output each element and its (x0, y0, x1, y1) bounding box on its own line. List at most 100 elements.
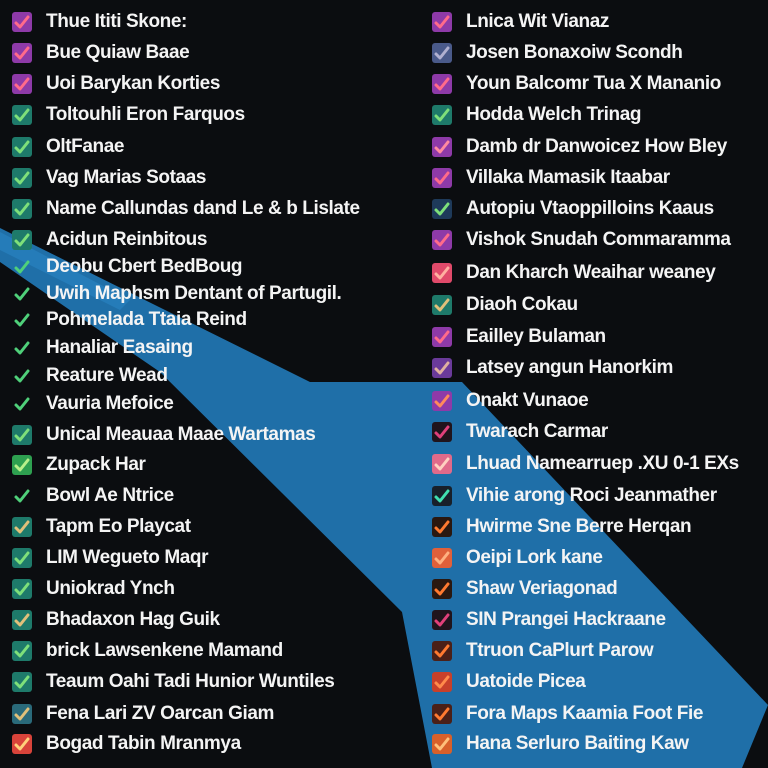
checklist-item[interactable]: Shaw Veriagonad (432, 577, 618, 601)
checklist-item[interactable]: Reature Wead (12, 364, 168, 388)
checklist-item-label: Damb dr Danwoicez How Bley (466, 136, 727, 157)
checkbox-checked-icon[interactable] (432, 295, 452, 315)
checkbox-checked-icon[interactable] (432, 579, 452, 599)
checkbox-checked-icon[interactable] (12, 734, 32, 754)
checklist-item[interactable]: Hwirme Sne Berre Herqan (432, 515, 692, 539)
checkbox-checked-icon[interactable] (12, 12, 32, 32)
checklist-item[interactable]: Vauria Mefoice (12, 392, 174, 416)
checkbox-checked-icon[interactable] (432, 358, 452, 378)
checklist-item[interactable]: Latsey angun Hanorkim (432, 356, 673, 380)
checkbox-checked-icon[interactable] (12, 548, 32, 568)
checkbox-checked-icon[interactable] (432, 454, 452, 474)
checklist-item[interactable]: Zupack Har (12, 453, 146, 477)
checkbox-checked-icon[interactable] (432, 734, 452, 754)
checkbox-checked-icon[interactable] (12, 284, 32, 304)
checklist-item[interactable]: Onakt Vunaoe (432, 389, 589, 413)
checklist-item[interactable]: SIN Prangei Hackraane (432, 608, 666, 632)
checkbox-checked-icon[interactable] (432, 137, 452, 157)
checkbox-checked-icon[interactable] (12, 641, 32, 661)
checkbox-checked-icon[interactable] (432, 548, 452, 568)
checkbox-checked-icon[interactable] (432, 486, 452, 506)
checkbox-checked-icon[interactable] (12, 366, 32, 386)
checklist-item[interactable]: Eailley Bulaman (432, 325, 606, 349)
checkbox-checked-icon[interactable] (432, 230, 452, 250)
checkbox-checked-icon[interactable] (12, 74, 32, 94)
checklist-item[interactable]: Lnica Wit Vianaz (432, 10, 609, 34)
checkbox-checked-icon[interactable] (432, 704, 452, 724)
checklist-item[interactable]: Youn Balcomr Tua X Mananio (432, 72, 721, 96)
checkbox-checked-icon[interactable] (12, 455, 32, 475)
checkbox-checked-icon[interactable] (432, 12, 452, 32)
checkbox-checked-icon[interactable] (432, 263, 452, 283)
checklist-item[interactable]: Uniokrad Ynch (12, 577, 175, 601)
checkbox-checked-icon[interactable] (12, 230, 32, 250)
checklist-item[interactable]: Uwih Maphsm Dentant of Partugil. (12, 282, 342, 306)
checklist-item[interactable]: Unical Meauaa Maae Wartamas (12, 423, 316, 447)
checkbox-checked-icon[interactable] (12, 579, 32, 599)
checkbox-checked-icon[interactable] (12, 486, 32, 506)
checklist-item[interactable]: OltFanae (12, 135, 125, 159)
checklist-item[interactable]: Hanaliar Easaing (12, 336, 193, 360)
checklist-item[interactable]: Uoi Barykan Korties (12, 72, 220, 96)
checklist-item[interactable]: Vag Marias Sotaas (12, 166, 206, 190)
checkbox-checked-icon[interactable] (432, 517, 452, 537)
checkbox-checked-icon[interactable] (432, 422, 452, 442)
checklist-item[interactable]: Hodda Welch Trinag (432, 103, 641, 127)
checklist-item[interactable]: Thue Ititi Skone: (12, 10, 187, 34)
checklist-item[interactable]: Fora Maps Kaamia Foot Fie (432, 702, 703, 726)
checkbox-checked-icon[interactable] (12, 105, 32, 125)
checkbox-checked-icon[interactable] (12, 704, 32, 724)
checkbox-checked-icon[interactable] (12, 338, 32, 358)
checkbox-checked-icon[interactable] (12, 199, 32, 219)
checkbox-checked-icon[interactable] (432, 74, 452, 94)
checkbox-checked-icon[interactable] (12, 425, 32, 445)
checkbox-checked-icon[interactable] (432, 43, 452, 63)
checklist-item[interactable]: Autopiu Vtaoppilloins Kaaus (432, 197, 714, 221)
checklist-item[interactable]: Damb dr Danwoicez How Bley (432, 135, 727, 159)
checkbox-checked-icon[interactable] (432, 641, 452, 661)
checkbox-checked-icon[interactable] (432, 672, 452, 692)
checklist-item[interactable]: LIM Wegueto Maqr (12, 546, 209, 570)
checklist-item[interactable]: Tapm Eo Playcat (12, 515, 191, 539)
checklist-item[interactable]: Ttruon CaPlurt Parow (432, 639, 654, 663)
checkbox-checked-icon[interactable] (432, 105, 452, 125)
checklist-item[interactable]: Vihie arong Roci Jeanmather (432, 484, 717, 508)
checkbox-checked-icon[interactable] (12, 310, 32, 330)
checklist-item[interactable]: Vishok Snudah Commaramma (432, 228, 731, 252)
checklist-item-label: Toltouhli Eron Farquos (46, 104, 245, 125)
checklist-item[interactable]: Lhuad Namearruep .XU 0-1 EXs (432, 452, 739, 476)
checkbox-checked-icon[interactable] (432, 327, 452, 347)
checklist-item[interactable]: Toltouhli Eron Farquos (12, 103, 245, 127)
checklist-item[interactable]: Oeipi Lork kane (432, 546, 603, 570)
checkbox-checked-icon[interactable] (432, 391, 452, 411)
checklist-item[interactable]: Hana Serluro Baiting Kaw (432, 732, 689, 756)
checklist-item[interactable]: Fena Lari ZV Oarcan Giam (12, 702, 274, 726)
checkbox-checked-icon[interactable] (12, 394, 32, 414)
checklist-item[interactable]: Bogad Tabin Mranmya (12, 732, 241, 756)
checkbox-checked-icon[interactable] (12, 610, 32, 630)
checkbox-checked-icon[interactable] (12, 168, 32, 188)
checkbox-checked-icon[interactable] (12, 43, 32, 63)
checklist-item[interactable]: Villaka Mamasik Itaabar (432, 166, 670, 190)
checklist-item[interactable]: Teaum Oahi Tadi Hunior Wuntiles (12, 670, 335, 694)
checklist-item[interactable]: Acidun Reinbitous (12, 228, 207, 252)
checkbox-checked-icon[interactable] (12, 672, 32, 692)
checkbox-checked-icon[interactable] (432, 168, 452, 188)
checklist-item[interactable]: Deobu Cbert BedBoug (12, 255, 243, 279)
checklist-item[interactable]: Twarach Carmar (432, 420, 608, 444)
checkbox-checked-icon[interactable] (12, 517, 32, 537)
checklist-item[interactable]: Bowl Ae Ntrice (12, 484, 174, 508)
checkbox-checked-icon[interactable] (12, 257, 32, 277)
checklist-item[interactable]: Name Callundas dand Le & b Lislate (12, 197, 360, 221)
checkbox-checked-icon[interactable] (432, 199, 452, 219)
checkbox-checked-icon[interactable] (432, 610, 452, 630)
checklist-item[interactable]: Josen Bonaxoiw Scondh (432, 41, 683, 65)
checklist-item[interactable]: Dan Kharch Weaihar weaney (432, 261, 716, 285)
checklist-item[interactable]: Uatoide Picea (432, 670, 586, 694)
checklist-item[interactable]: Diaoh Cokau (432, 293, 578, 317)
checkbox-checked-icon[interactable] (12, 137, 32, 157)
checklist-item[interactable]: Bhadaxon Hag Guik (12, 608, 220, 632)
checklist-item[interactable]: Bue Quiaw Baae (12, 41, 190, 65)
checklist-item[interactable]: brick Lawsenkene Mamand (12, 639, 283, 663)
checklist-item[interactable]: Pohmelada Ttaia Reind (12, 308, 247, 332)
